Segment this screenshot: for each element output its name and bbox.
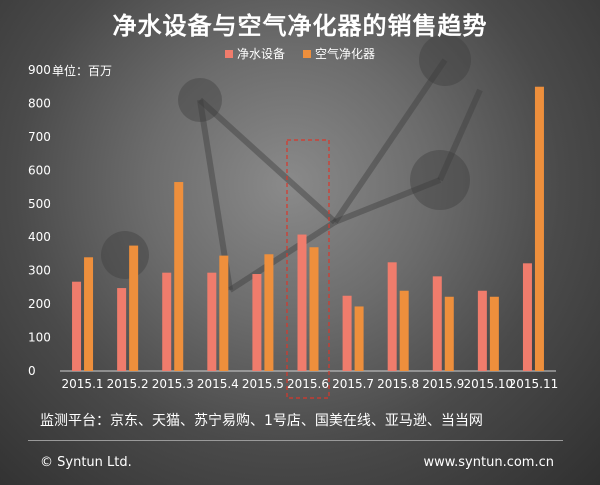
y-tick-label: 500 bbox=[28, 197, 51, 211]
bar-air bbox=[534, 86, 544, 371]
x-tick-label: 2015.1 bbox=[62, 377, 104, 391]
y-tick-label: 900 bbox=[28, 63, 51, 77]
bar-water bbox=[162, 272, 172, 371]
bar-air bbox=[489, 296, 499, 371]
x-tick-label: 2015.4 bbox=[197, 377, 239, 391]
y-tick-label: 200 bbox=[28, 297, 51, 311]
x-tick-label: 2015.7 bbox=[332, 377, 374, 391]
footer-divider bbox=[28, 440, 563, 441]
website-link[interactable]: www.syntun.com.cn bbox=[423, 455, 554, 470]
y-tick-label: 100 bbox=[28, 331, 51, 345]
x-tick-label: 2015.8 bbox=[377, 377, 419, 391]
x-tick-label: 2015.6 bbox=[287, 377, 329, 391]
bar-air bbox=[129, 245, 139, 371]
bar-air bbox=[84, 257, 94, 371]
x-tick-label: 2015.2 bbox=[107, 377, 149, 391]
copyright: © Syntun Ltd. bbox=[40, 455, 132, 470]
y-tick-label: 800 bbox=[28, 96, 51, 110]
x-tick-label: 2015.3 bbox=[152, 377, 194, 391]
unit-label: 单位：百万 bbox=[52, 64, 113, 78]
highlight-box bbox=[286, 139, 330, 399]
x-tick-label: 2015.11 bbox=[509, 377, 559, 391]
bar-air bbox=[354, 306, 364, 371]
y-tick-label: 300 bbox=[28, 264, 51, 278]
legend-label-air: 空气净化器 bbox=[315, 47, 376, 61]
legend: 净水设备 空气净化器 bbox=[0, 45, 600, 62]
y-tick-label: 700 bbox=[28, 130, 51, 144]
legend-swatch-water bbox=[224, 49, 233, 58]
x-tick-label: 2015.5 bbox=[242, 377, 284, 391]
legend-item-water: 净水设备 bbox=[224, 45, 285, 62]
bar-water bbox=[477, 290, 487, 371]
bar-water bbox=[207, 272, 217, 371]
legend-label-water: 净水设备 bbox=[236, 47, 285, 61]
y-tick-label: 0 bbox=[28, 364, 36, 378]
bar-water bbox=[297, 234, 307, 371]
bar-air bbox=[219, 255, 229, 371]
y-tick-label: 400 bbox=[28, 230, 51, 244]
bar-water bbox=[387, 262, 397, 371]
bar-air bbox=[399, 290, 409, 371]
bar-water bbox=[432, 276, 442, 371]
bar-air bbox=[444, 296, 454, 371]
bar-water bbox=[72, 281, 82, 371]
bar-water bbox=[117, 288, 127, 371]
source-note: 监测平台：京东、天猫、苏宁易购、1号店、国美在线、亚马逊、当当网 bbox=[40, 413, 483, 429]
bar-air bbox=[174, 182, 184, 371]
bar-water bbox=[252, 274, 262, 371]
y-tick-label: 600 bbox=[28, 163, 51, 177]
bar-air bbox=[309, 247, 319, 371]
bar-water bbox=[342, 295, 352, 371]
x-tick-label: 2015.9 bbox=[422, 377, 464, 391]
x-tick-label: 2015.10 bbox=[464, 377, 514, 391]
bar-water bbox=[522, 263, 532, 371]
legend-swatch-air bbox=[303, 49, 311, 58]
chart-title: 净水设备与空气净化器的销售趋势 bbox=[112, 12, 488, 40]
legend-item-air: 空气净化器 bbox=[303, 45, 375, 62]
bar-air bbox=[264, 254, 274, 371]
